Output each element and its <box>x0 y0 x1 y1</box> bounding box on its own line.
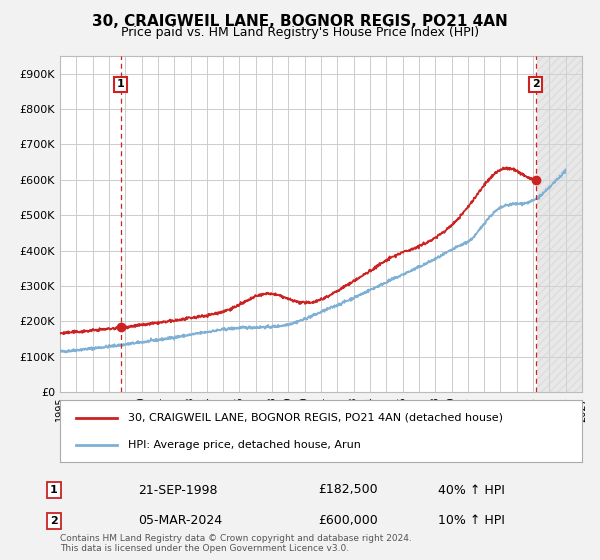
Text: 1: 1 <box>50 485 58 495</box>
Text: HPI: Average price, detached house, Arun: HPI: Average price, detached house, Arun <box>128 440 361 450</box>
Text: £182,500: £182,500 <box>318 483 377 497</box>
Text: 05-MAR-2024: 05-MAR-2024 <box>138 514 222 528</box>
Text: £600,000: £600,000 <box>318 514 378 528</box>
Text: 10% ↑ HPI: 10% ↑ HPI <box>438 514 505 528</box>
Text: 30, CRAIGWEIL LANE, BOGNOR REGIS, PO21 4AN (detached house): 30, CRAIGWEIL LANE, BOGNOR REGIS, PO21 4… <box>128 413 503 423</box>
Text: 2: 2 <box>50 516 58 526</box>
Text: This data is licensed under the Open Government Licence v3.0.: This data is licensed under the Open Gov… <box>60 544 349 553</box>
Text: Price paid vs. HM Land Registry's House Price Index (HPI): Price paid vs. HM Land Registry's House … <box>121 26 479 39</box>
Text: 21-SEP-1998: 21-SEP-1998 <box>138 483 218 497</box>
Bar <box>537 56 598 392</box>
Text: 2: 2 <box>532 80 540 89</box>
Text: 40% ↑ HPI: 40% ↑ HPI <box>438 483 505 497</box>
Text: Contains HM Land Registry data © Crown copyright and database right 2024.: Contains HM Land Registry data © Crown c… <box>60 534 412 543</box>
Text: 1: 1 <box>117 80 125 89</box>
Text: 30, CRAIGWEIL LANE, BOGNOR REGIS, PO21 4AN: 30, CRAIGWEIL LANE, BOGNOR REGIS, PO21 4… <box>92 14 508 29</box>
